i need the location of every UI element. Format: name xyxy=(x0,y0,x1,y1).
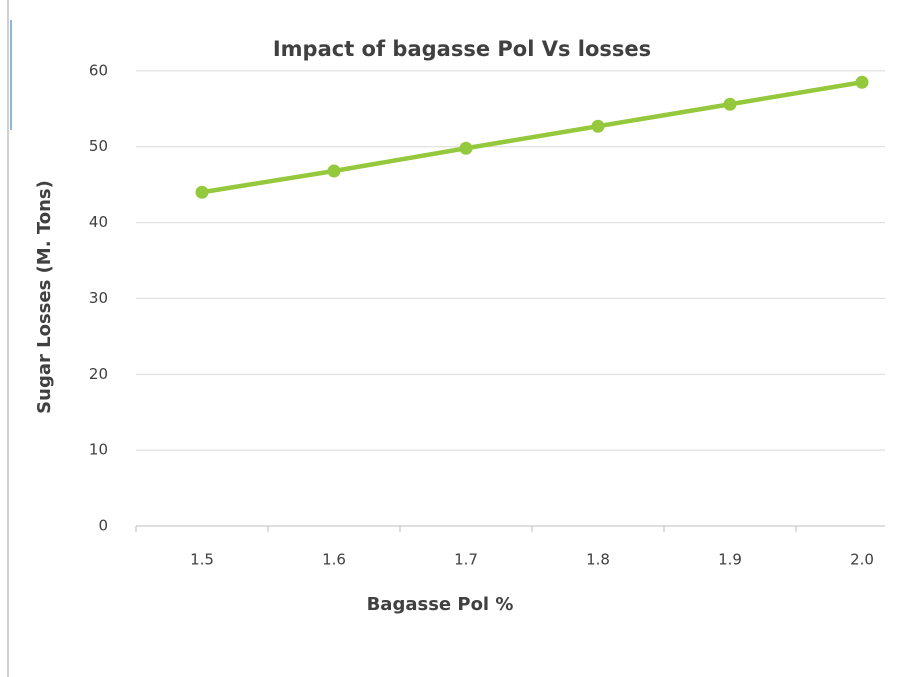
y-tick-label: 20 xyxy=(89,365,108,383)
x-tick-label: 2.0 xyxy=(850,551,874,569)
y-tick-label: 50 xyxy=(89,137,108,155)
y-tick-label: 30 xyxy=(89,289,108,307)
x-tick-label: 1.8 xyxy=(586,551,610,569)
series-line xyxy=(201,80,863,195)
y-tick-label: 0 xyxy=(98,517,108,535)
x-tick-label: 1.7 xyxy=(454,551,478,569)
data-point xyxy=(855,75,869,89)
x-tick-label: 1.5 xyxy=(190,551,214,569)
y-tick-label: 40 xyxy=(89,213,108,231)
data-point xyxy=(723,97,737,111)
y-tick-label: 60 xyxy=(89,61,108,79)
y-tick-label: 10 xyxy=(89,441,108,459)
x-tick-label: 1.9 xyxy=(718,551,742,569)
x-axis-label: Bagasse Pol % xyxy=(367,594,514,615)
y-tick-label: 70 xyxy=(89,0,108,4)
data-point xyxy=(459,141,473,155)
y-axis-label: Sugar Losses (M. Tons) xyxy=(34,180,55,414)
data-point xyxy=(327,164,341,178)
x-tick-label: 1.6 xyxy=(322,551,346,569)
data-point xyxy=(195,185,209,199)
chart-title: Impact of bagasse Pol Vs losses xyxy=(273,37,651,61)
data-point xyxy=(591,119,605,133)
